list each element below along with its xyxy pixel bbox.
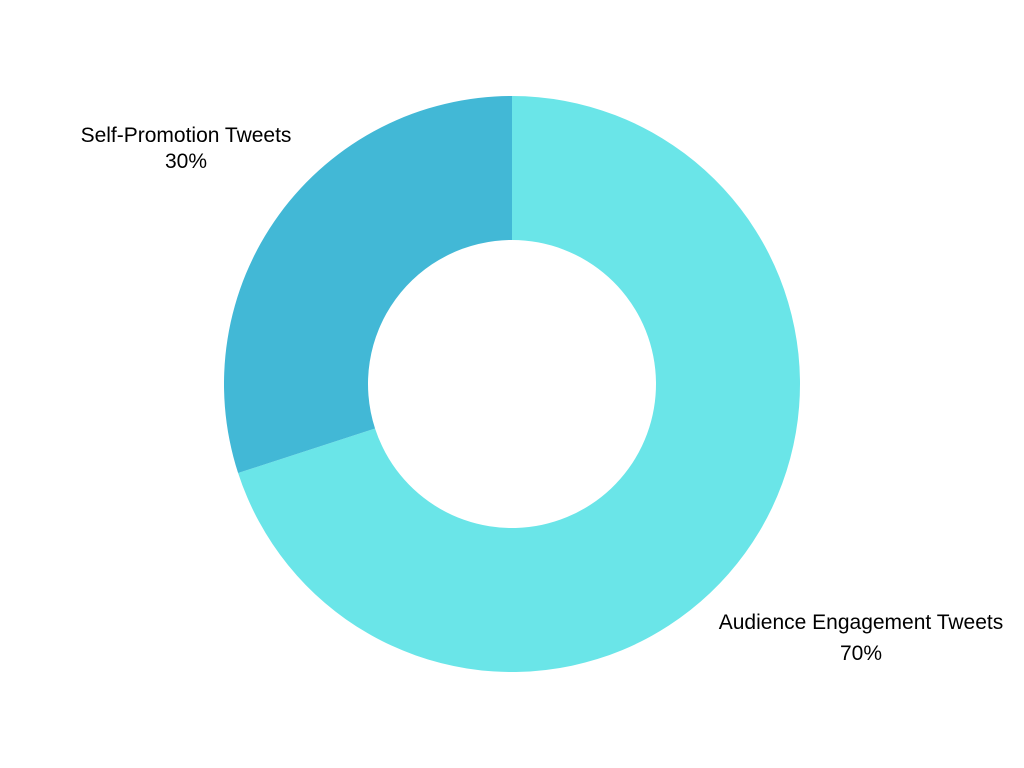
slice-value-audience-engagement: 70% bbox=[839, 642, 883, 665]
slice-label-audience-engagement: Audience Engagement Tweets 70% bbox=[702, 610, 1020, 667]
slice-name-audience-engagement: Audience Engagement Tweets bbox=[718, 611, 1004, 634]
slice-label-self-promotion: Self-Promotion Tweets 30% bbox=[70, 123, 302, 175]
donut-slice-self-promotion-tweets bbox=[223, 96, 512, 473]
donut-slice-audience-engagement-tweets bbox=[238, 96, 801, 672]
donut-slices bbox=[223, 96, 801, 672]
slice-name-self-promotion: Self-Promotion Tweets bbox=[80, 124, 292, 147]
slice-value-self-promotion: 30% bbox=[164, 150, 208, 173]
